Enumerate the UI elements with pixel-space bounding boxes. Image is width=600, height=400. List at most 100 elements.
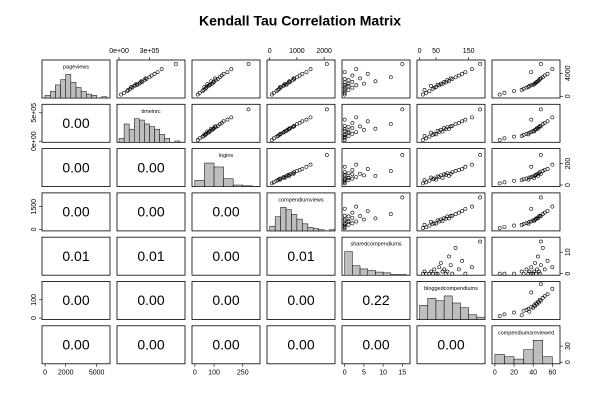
scatter-point — [291, 124, 296, 129]
scatter-point — [534, 271, 538, 276]
histogram-bar — [269, 225, 276, 232]
correlation-label: 0.01 — [137, 248, 164, 264]
scatter-point — [450, 271, 455, 276]
scatter-point — [448, 214, 453, 218]
scatter-point — [297, 121, 302, 125]
correlation-label: 0.00 — [212, 248, 239, 264]
scatter-point — [287, 126, 292, 131]
scatter-point — [519, 134, 524, 138]
scatter-point — [536, 216, 540, 221]
scatter-point — [354, 162, 359, 167]
scatter-point — [291, 171, 296, 176]
histogram-bar — [154, 128, 160, 143]
scatter-point — [442, 216, 447, 220]
scatter-point — [450, 213, 455, 218]
scatter-point — [358, 76, 362, 81]
panel — [191, 236, 261, 276]
scatter-point — [470, 265, 474, 270]
scatter-point — [529, 206, 534, 211]
scatter-point — [445, 269, 450, 274]
y-tick-label: 200 — [565, 158, 572, 170]
scatter-point — [542, 294, 547, 299]
y-tick-label: 0 — [565, 360, 572, 364]
y-tick-label: 30 — [565, 342, 572, 350]
scatter-point — [346, 134, 351, 138]
histogram-bar — [44, 95, 51, 99]
scatter-point — [420, 226, 425, 231]
panel — [416, 192, 486, 232]
scatter-point — [527, 309, 532, 314]
scatter-point — [278, 177, 282, 182]
scatter-point — [470, 67, 474, 72]
scatter-point — [537, 171, 541, 176]
scatter-point — [350, 221, 355, 226]
scatter-point — [197, 136, 202, 141]
correlation-label: 0.00 — [62, 159, 89, 175]
scatter-point — [350, 126, 355, 131]
scatter-point — [287, 79, 292, 84]
scatter-point — [342, 134, 347, 139]
scatter-point — [388, 122, 393, 127]
scatter-point — [420, 138, 425, 142]
scatter-point — [478, 153, 482, 157]
panel — [341, 59, 411, 99]
scatter-point — [350, 85, 355, 90]
scatter-point — [538, 239, 543, 244]
scatter-point — [529, 305, 534, 309]
scatter-point — [350, 121, 355, 125]
scatter-point — [149, 73, 154, 78]
scatter-point — [292, 123, 297, 128]
x-tick-label: 0 — [43, 370, 47, 377]
scatter-point — [545, 71, 550, 76]
correlation-label: 0.00 — [137, 159, 164, 175]
scatter-point — [209, 79, 214, 84]
scatter-point — [453, 169, 458, 173]
scatter-point — [478, 195, 482, 200]
scatter-point — [529, 265, 534, 270]
scatter-point — [159, 67, 164, 72]
correlation-label: 0.22 — [362, 292, 389, 308]
scatter-point — [287, 173, 292, 178]
scatter-point — [526, 177, 531, 182]
scatter-point — [200, 89, 205, 93]
y-tick-label: 100 — [31, 294, 38, 306]
scatter-point — [502, 136, 507, 141]
scatter-point — [346, 176, 351, 180]
correlation-label: 0.00 — [287, 337, 314, 353]
scatter-point — [529, 70, 534, 74]
scatter-point — [526, 85, 531, 89]
scatter-point — [424, 136, 429, 141]
scatter-point — [229, 67, 234, 72]
scatter-point — [529, 164, 534, 169]
scatter-point — [524, 307, 529, 312]
histogram-bar — [318, 229, 325, 232]
scatter-point — [519, 269, 524, 274]
scatter-point — [545, 167, 550, 171]
histogram-bar — [101, 96, 108, 99]
scatter-point — [531, 271, 536, 276]
scatter-point — [435, 271, 440, 276]
scatter-point — [213, 76, 217, 81]
scatter-point — [400, 62, 405, 66]
scatter-point — [429, 269, 433, 274]
histogram-bar — [312, 228, 319, 232]
scatter-point — [297, 73, 302, 78]
scatter-point — [420, 181, 425, 186]
scatter-point — [519, 88, 524, 92]
histogram-bar — [460, 307, 469, 320]
histogram-bar — [285, 209, 292, 232]
histogram-bar — [382, 272, 392, 276]
scatter-point — [350, 131, 355, 136]
scatter-point — [282, 176, 287, 180]
scatter-point — [346, 178, 351, 183]
scatter-point — [361, 81, 366, 86]
scatter-point — [354, 204, 359, 209]
correlation-label: 0.00 — [62, 204, 89, 220]
scatter-point — [537, 297, 542, 302]
scatter-point — [342, 181, 347, 186]
histogram-bar — [542, 356, 553, 365]
scatter-point — [535, 267, 539, 272]
scatter-point — [219, 73, 224, 78]
histogram-bar — [223, 178, 234, 187]
scatter-point — [512, 89, 516, 93]
